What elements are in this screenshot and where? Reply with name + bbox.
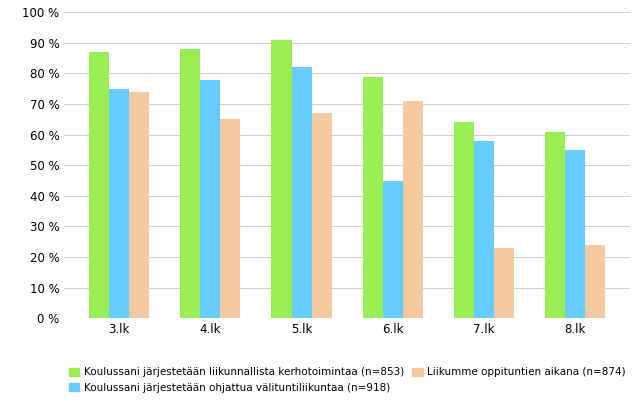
Bar bbox=[585, 245, 606, 318]
Bar bbox=[403, 101, 423, 318]
Bar bbox=[494, 248, 514, 318]
Bar bbox=[474, 141, 494, 318]
Bar bbox=[454, 122, 474, 318]
Bar bbox=[383, 180, 403, 318]
Bar bbox=[129, 92, 149, 318]
Bar bbox=[363, 77, 383, 318]
Bar bbox=[180, 49, 200, 318]
Bar bbox=[109, 89, 129, 318]
Bar bbox=[312, 113, 332, 318]
Bar bbox=[200, 80, 221, 318]
Bar bbox=[291, 67, 312, 318]
Bar bbox=[545, 132, 565, 318]
Bar bbox=[565, 150, 585, 318]
Legend: Koulussani järjestetään liikunnallista kerhotoimintaa (n=853), Koulussani järjes: Koulussani järjestetään liikunnallista k… bbox=[65, 363, 629, 397]
Bar bbox=[221, 120, 240, 318]
Bar bbox=[271, 40, 291, 318]
Bar bbox=[89, 52, 109, 318]
